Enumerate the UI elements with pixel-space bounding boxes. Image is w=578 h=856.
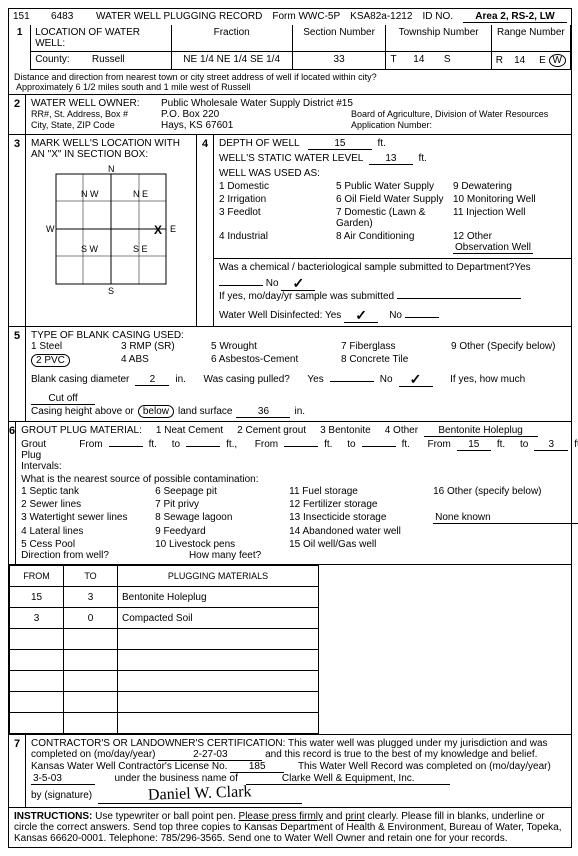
svg-text:E: E: [170, 224, 176, 234]
s3-title: MARK WELL'S LOCATION WITH AN "X" IN SECT…: [31, 138, 191, 160]
svg-text:N: N: [108, 164, 115, 174]
hdr-id-label: ID NO.: [422, 11, 453, 22]
dist-value: Approximately 6 1/2 miles south and 1 mi…: [14, 82, 566, 92]
svg-text:X: X: [154, 223, 162, 237]
hdr-title: WATER WELL PLUGGING RECORD: [96, 11, 262, 22]
s2-title: WATER WELL OWNER:: [31, 98, 161, 109]
s1-section: 33: [334, 54, 345, 65]
plugging-table: FROMTOPLUGGING MATERIALS 153Bentonite Ho…: [9, 565, 319, 734]
svg-text:W: W: [46, 224, 55, 234]
hdr-id-value: Area 2, RS-2, LW: [463, 11, 567, 23]
s2-addr-label: RR#, St. Address, Box #: [31, 109, 161, 119]
signature: Daniel W. Clark: [148, 783, 252, 805]
s1-fraction: NE 1/4 NE 1/4 SE 1/4: [183, 54, 280, 65]
form-container: 151 6483 WATER WELL PLUGGING RECORD Form…: [8, 8, 572, 848]
s1-county-label: County:: [35, 54, 69, 65]
section-2: 2 WATER WELL OWNER: Public Wholesale Wat…: [9, 94, 571, 134]
range-w-circled: W: [549, 54, 566, 67]
s2-city-label: City, State, ZIP Code: [31, 120, 161, 130]
s2-app-label: Application Number:: [351, 120, 432, 130]
s5-title: TYPE OF BLANK CASING USED:: [31, 330, 566, 341]
s1-range-label: Range Number: [497, 27, 565, 38]
hdr-num1: 151: [13, 11, 41, 22]
location-table: 1 LOCATION OF WATER WELL: Fraction Secti…: [9, 25, 571, 70]
s1-township-label: Township Number: [399, 27, 479, 38]
instructions: INSTRUCTIONS: Use typewriter or ball poi…: [9, 807, 571, 847]
s1-fraction-label: Fraction: [214, 27, 250, 38]
section-3-4: 3 MARK WELL'S LOCATION WITH AN "X" IN SE…: [9, 134, 571, 326]
s1-title: LOCATION OF WATER WELL:: [35, 27, 140, 49]
s1-county: Russell: [92, 54, 125, 65]
hdr-form: Form WWC-5P: [272, 11, 340, 22]
section-grid-svg: N W N E S W S E N S W E X: [36, 164, 186, 294]
svg-text:N E: N E: [133, 189, 148, 199]
svg-text:N W: N W: [81, 189, 99, 199]
s2-name: Public Wholesale Water Supply District #…: [161, 98, 353, 109]
hdr-ksa: KSA82a-1212: [350, 11, 412, 22]
section-5: 5 TYPE OF BLANK CASING USED: 1 Steel3 RM…: [9, 326, 571, 421]
s2-board: Board of Agriculture, Division of Water …: [351, 109, 548, 119]
section-7: 7 CONTRACTOR'S OR LANDOWNER'S CERTIFICAT…: [9, 734, 571, 807]
section-6: 6 GROUT PLUG MATERIAL: 1 Neat Cement 2 C…: [9, 421, 571, 564]
header: 151 6483 WATER WELL PLUGGING RECORD Form…: [9, 9, 571, 25]
svg-text:S E: S E: [133, 244, 148, 254]
s2-city: Hays, KS 67601: [161, 120, 351, 131]
svg-text:S W: S W: [81, 244, 99, 254]
hdr-num2: 6483: [51, 11, 86, 22]
dist-label: Distance and direction from nearest town…: [14, 72, 566, 82]
s1-section-label: Section Number: [303, 27, 375, 38]
svg-text:S: S: [108, 286, 114, 294]
s2-addr: P.O. Box 220: [161, 109, 351, 120]
